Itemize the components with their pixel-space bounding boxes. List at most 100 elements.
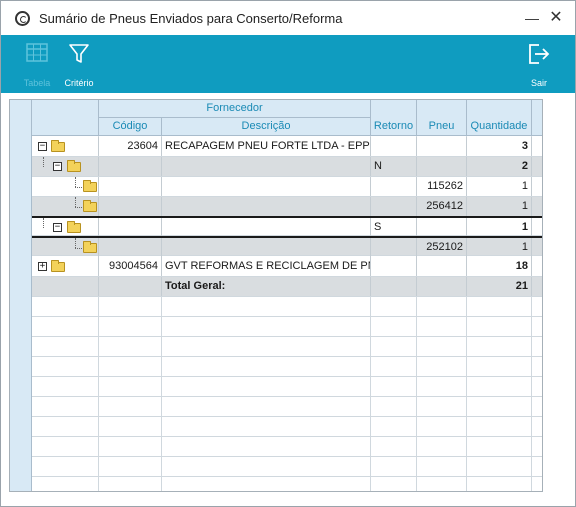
grid-line	[32, 396, 542, 397]
descricao-cell: RECAPAGEM PNEU FORTE LTDA - EPP	[162, 137, 371, 156]
retorno-cell	[371, 177, 417, 196]
codigo-cell: 93004564	[99, 257, 162, 276]
retorno-cell: S	[371, 218, 417, 237]
grid-line	[370, 136, 371, 491]
pneu-cell	[417, 137, 467, 156]
header-retorno[interactable]: Retorno	[371, 100, 417, 136]
grid-line	[32, 336, 542, 337]
header-fornecedor: Fornecedor	[99, 100, 371, 118]
tree-cell	[32, 277, 99, 296]
tree-cell: −	[32, 157, 99, 176]
folder-icon	[83, 241, 97, 253]
tree-cell: −	[32, 137, 99, 156]
collapse-icon[interactable]: −	[53, 161, 62, 171]
quantidade-cell: 1	[467, 218, 532, 237]
table-row[interactable]: − N 2	[32, 157, 542, 177]
tree-connector	[75, 177, 76, 187]
row-indicator-column	[10, 100, 32, 491]
grid-line	[531, 136, 532, 491]
vertical-scroll-area	[543, 99, 571, 492]
minimize-button[interactable]: —	[525, 10, 539, 26]
folder-icon	[51, 140, 65, 152]
pneu-cell: 256412	[417, 197, 467, 216]
retorno-cell	[371, 257, 417, 276]
header-pneu[interactable]: Pneu	[417, 100, 467, 136]
folder-icon	[83, 180, 97, 192]
table-row[interactable]: 115262 1	[32, 177, 542, 197]
descricao-cell	[162, 157, 371, 176]
retorno-cell: N	[371, 157, 417, 176]
title-bar: Sumário de Pneus Enviados para Conserto/…	[1, 1, 575, 35]
criterio-button[interactable]: Critério	[59, 41, 99, 89]
retorno-cell	[371, 277, 417, 296]
toolbar: Tabela Critério Sair	[1, 35, 575, 93]
grid-line	[32, 376, 542, 377]
codigo-cell: 23604	[99, 137, 162, 156]
pneu-cell	[417, 157, 467, 176]
grid-line	[32, 436, 542, 437]
tree-cell	[32, 177, 99, 196]
table-row[interactable]: − S 1	[32, 216, 542, 237]
tree-connector	[75, 248, 84, 249]
grid-line	[32, 456, 542, 457]
tree-connector	[75, 197, 76, 207]
tree-connector	[75, 187, 84, 188]
descricao-cell	[162, 238, 371, 257]
quantidade-cell: 3	[467, 137, 532, 156]
grid-line	[32, 356, 542, 357]
descricao-cell	[162, 197, 371, 216]
sair-button[interactable]: Sair	[519, 41, 559, 89]
window-title: Sumário de Pneus Enviados para Conserto/…	[39, 11, 343, 26]
table-row[interactable]: − 23604 RECAPAGEM PNEU FORTE LTDA - EPP …	[32, 137, 542, 157]
collapse-icon[interactable]: −	[53, 222, 62, 232]
tree-connector	[43, 218, 44, 228]
descricao-cell: GVT REFORMAS E RECICLAGEM DE PNE	[162, 257, 371, 276]
grid-line	[161, 136, 162, 491]
tree-connector	[75, 207, 84, 208]
filter-icon	[69, 44, 89, 63]
retorno-cell	[371, 137, 417, 156]
tabela-button[interactable]: Tabela	[15, 41, 59, 89]
tabela-label: Tabela	[23, 78, 51, 88]
collapse-icon[interactable]: −	[38, 141, 47, 151]
grid-line	[466, 136, 467, 491]
exit-icon	[529, 44, 550, 64]
quantidade-cell: 2	[467, 157, 532, 176]
expand-icon[interactable]: +	[38, 261, 47, 271]
tree-cell	[32, 197, 99, 216]
header-quantidade[interactable]: Quantidade	[467, 100, 532, 136]
quantidade-cell: 1	[467, 238, 532, 257]
grid-line	[32, 316, 542, 317]
header-descricao[interactable]: Descrição	[162, 118, 371, 136]
summary-grid[interactable]: Fornecedor Código Descrição Retorno Pneu…	[9, 99, 543, 492]
table-icon	[26, 43, 48, 62]
pneu-cell	[417, 257, 467, 276]
codigo-cell	[99, 218, 162, 237]
codigo-cell	[99, 238, 162, 257]
total-quantidade: 21	[467, 277, 532, 296]
total-label: Total Geral:	[162, 277, 371, 296]
table-row[interactable]: 256412 1	[32, 197, 542, 217]
codigo-cell	[99, 277, 162, 296]
descricao-cell	[162, 218, 371, 237]
header-codigo[interactable]: Código	[99, 118, 162, 136]
sair-label: Sair	[530, 78, 547, 88]
table-row[interactable]: + 93004564 GVT REFORMAS E RECICLAGEM DE …	[32, 257, 542, 277]
folder-icon	[51, 260, 65, 272]
codigo-cell	[99, 177, 162, 196]
retorno-cell	[371, 238, 417, 257]
app-logo-icon	[15, 11, 30, 26]
close-button[interactable]: ✕	[549, 9, 563, 26]
tree-cell: +	[32, 257, 99, 276]
table-row[interactable]: 252102 1	[32, 236, 542, 257]
criterio-label: Critério	[64, 78, 94, 88]
pneu-cell	[417, 218, 467, 237]
codigo-cell	[99, 157, 162, 176]
pneu-cell: 252102	[417, 238, 467, 257]
grid-line	[32, 416, 542, 417]
total-row[interactable]: Total Geral: 21	[32, 277, 542, 297]
grid-line	[416, 136, 417, 491]
pneu-cell: 115262	[417, 177, 467, 196]
folder-icon	[67, 160, 81, 172]
